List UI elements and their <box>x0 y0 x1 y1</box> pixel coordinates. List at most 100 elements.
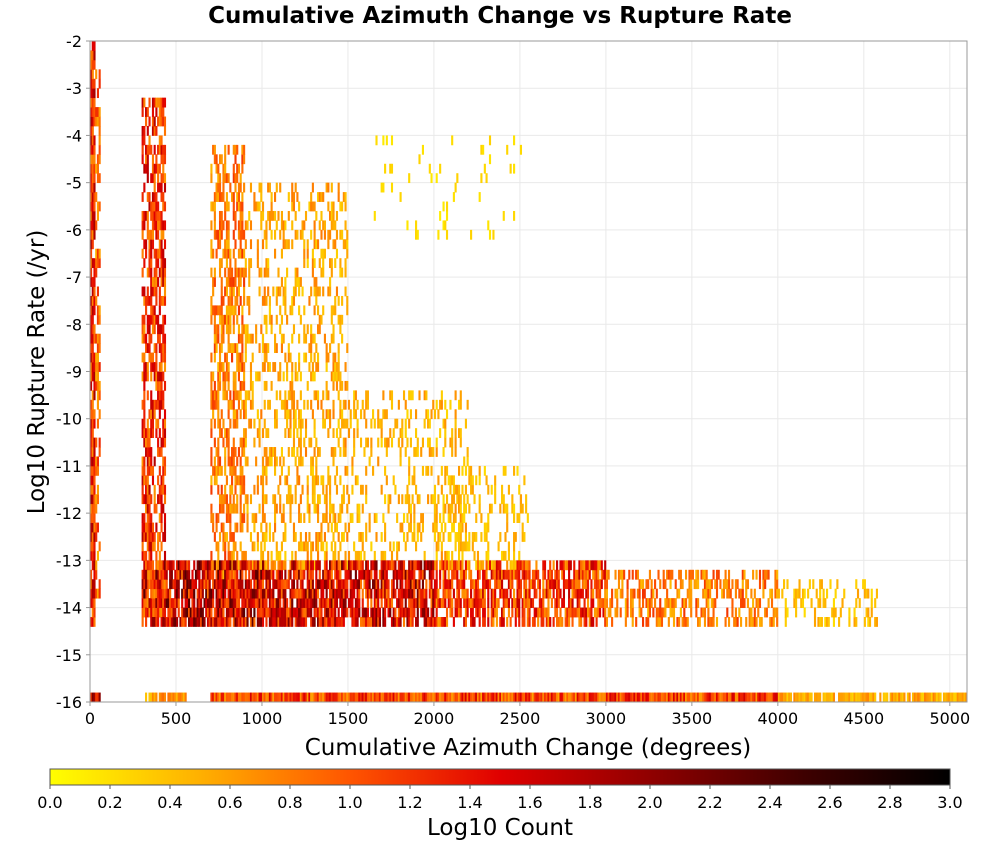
heatmap-cell <box>339 475 342 486</box>
heatmap-cell <box>359 484 363 495</box>
heatmap-cell <box>151 229 155 240</box>
heatmap-cell <box>267 210 270 221</box>
heatmap-cell <box>275 220 278 231</box>
heatmap-cell <box>284 239 287 250</box>
heatmap-cell <box>218 607 222 618</box>
heatmap-cell <box>303 258 306 269</box>
heatmap-cell <box>253 541 256 552</box>
heatmap-cell <box>217 418 220 429</box>
heatmap-cell <box>265 607 268 618</box>
heatmap-cell <box>155 550 158 561</box>
heatmap-cell <box>282 220 285 231</box>
heatmap-cell <box>255 324 258 335</box>
heatmap-cell <box>509 579 512 590</box>
heatmap-cell <box>241 201 244 212</box>
heatmap-cell <box>286 399 289 410</box>
heatmap-cell <box>237 598 241 608</box>
heatmap-cell <box>98 541 101 552</box>
heatmap-cell <box>482 144 485 155</box>
heatmap-cell <box>167 588 170 599</box>
heatmap-cell <box>308 692 311 703</box>
heatmap-cell <box>585 607 588 618</box>
heatmap-cell <box>188 579 191 590</box>
heatmap-cell <box>626 588 629 599</box>
heatmap-cell <box>451 428 454 438</box>
heatmap-cell <box>497 560 500 571</box>
heatmap-cell <box>169 598 172 608</box>
heatmap-cell <box>495 598 498 608</box>
heatmap-cell <box>342 579 345 590</box>
heatmap-cell <box>224 201 227 212</box>
heatmap-cell <box>234 390 237 401</box>
heatmap-cell <box>153 569 156 580</box>
heatmap-cell <box>588 692 591 703</box>
heatmap-cell <box>151 560 155 571</box>
heatmap-cell <box>346 239 349 250</box>
heatmap-cell <box>160 267 163 278</box>
heatmap-cell <box>162 475 165 486</box>
heatmap-cell <box>215 192 218 202</box>
heatmap-cell <box>433 579 437 590</box>
heatmap-cell <box>227 569 230 580</box>
heatmap-cell <box>547 598 550 608</box>
heatmap-cell <box>762 692 765 703</box>
heatmap-cell <box>332 380 335 391</box>
heatmap-cell <box>243 428 246 438</box>
heatmap-cell <box>543 569 547 580</box>
heatmap-cell <box>521 532 524 542</box>
heatmap-cell <box>143 333 146 344</box>
heatmap-cell <box>184 579 187 590</box>
heatmap-cell <box>160 210 163 221</box>
heatmap-cell <box>471 475 474 486</box>
heatmap-cell <box>292 579 296 590</box>
heatmap-cell <box>268 314 271 325</box>
heatmap-cell <box>396 513 399 523</box>
heatmap-cell <box>566 617 569 627</box>
heatmap-cell <box>306 239 309 250</box>
heatmap-cell <box>643 588 646 599</box>
heatmap-cell <box>232 144 235 155</box>
heatmap-cell <box>91 333 94 344</box>
heatmap-cell <box>232 210 235 221</box>
heatmap-cell <box>397 399 400 410</box>
heatmap-cell <box>466 692 469 703</box>
heatmap-cell <box>421 569 424 580</box>
heatmap-cell <box>236 569 239 580</box>
heatmap-cell <box>490 560 493 571</box>
heatmap-cell <box>289 598 292 608</box>
heatmap-cell <box>724 617 727 627</box>
heatmap-cell <box>184 607 187 618</box>
heatmap-cell <box>421 144 424 155</box>
heatmap-cell <box>239 173 242 184</box>
heatmap-cell <box>337 437 340 448</box>
heatmap-cell <box>304 418 308 429</box>
heatmap-cell <box>442 494 445 505</box>
heatmap-cell <box>284 569 287 580</box>
heatmap-cell <box>332 692 335 703</box>
heatmap-cell <box>243 513 246 523</box>
heatmap-cell <box>258 560 261 571</box>
heatmap-cell <box>256 409 259 420</box>
heatmap-cell <box>298 456 301 467</box>
heatmap-cell <box>648 607 651 618</box>
heatmap-cell <box>172 617 175 627</box>
heatmap-cell <box>282 399 285 410</box>
heatmap-cell <box>471 692 474 703</box>
heatmap-cell <box>158 447 161 457</box>
heatmap-cell <box>409 598 412 608</box>
heatmap-cell <box>217 598 220 608</box>
heatmap-cell <box>583 692 586 703</box>
heatmap-cell <box>506 598 509 608</box>
heatmap-cell <box>514 607 517 618</box>
heatmap-cell <box>368 513 371 523</box>
heatmap-cell <box>224 588 227 599</box>
heatmap-cell <box>318 692 321 703</box>
heatmap-cell <box>143 135 146 146</box>
heatmap-cell <box>335 522 339 533</box>
heatmap-cell <box>380 532 383 542</box>
heatmap-cell <box>452 617 455 627</box>
heatmap-cell <box>280 617 283 627</box>
heatmap-cell <box>163 569 167 580</box>
heatmap-cell <box>270 550 273 561</box>
heatmap-cell <box>225 314 228 325</box>
